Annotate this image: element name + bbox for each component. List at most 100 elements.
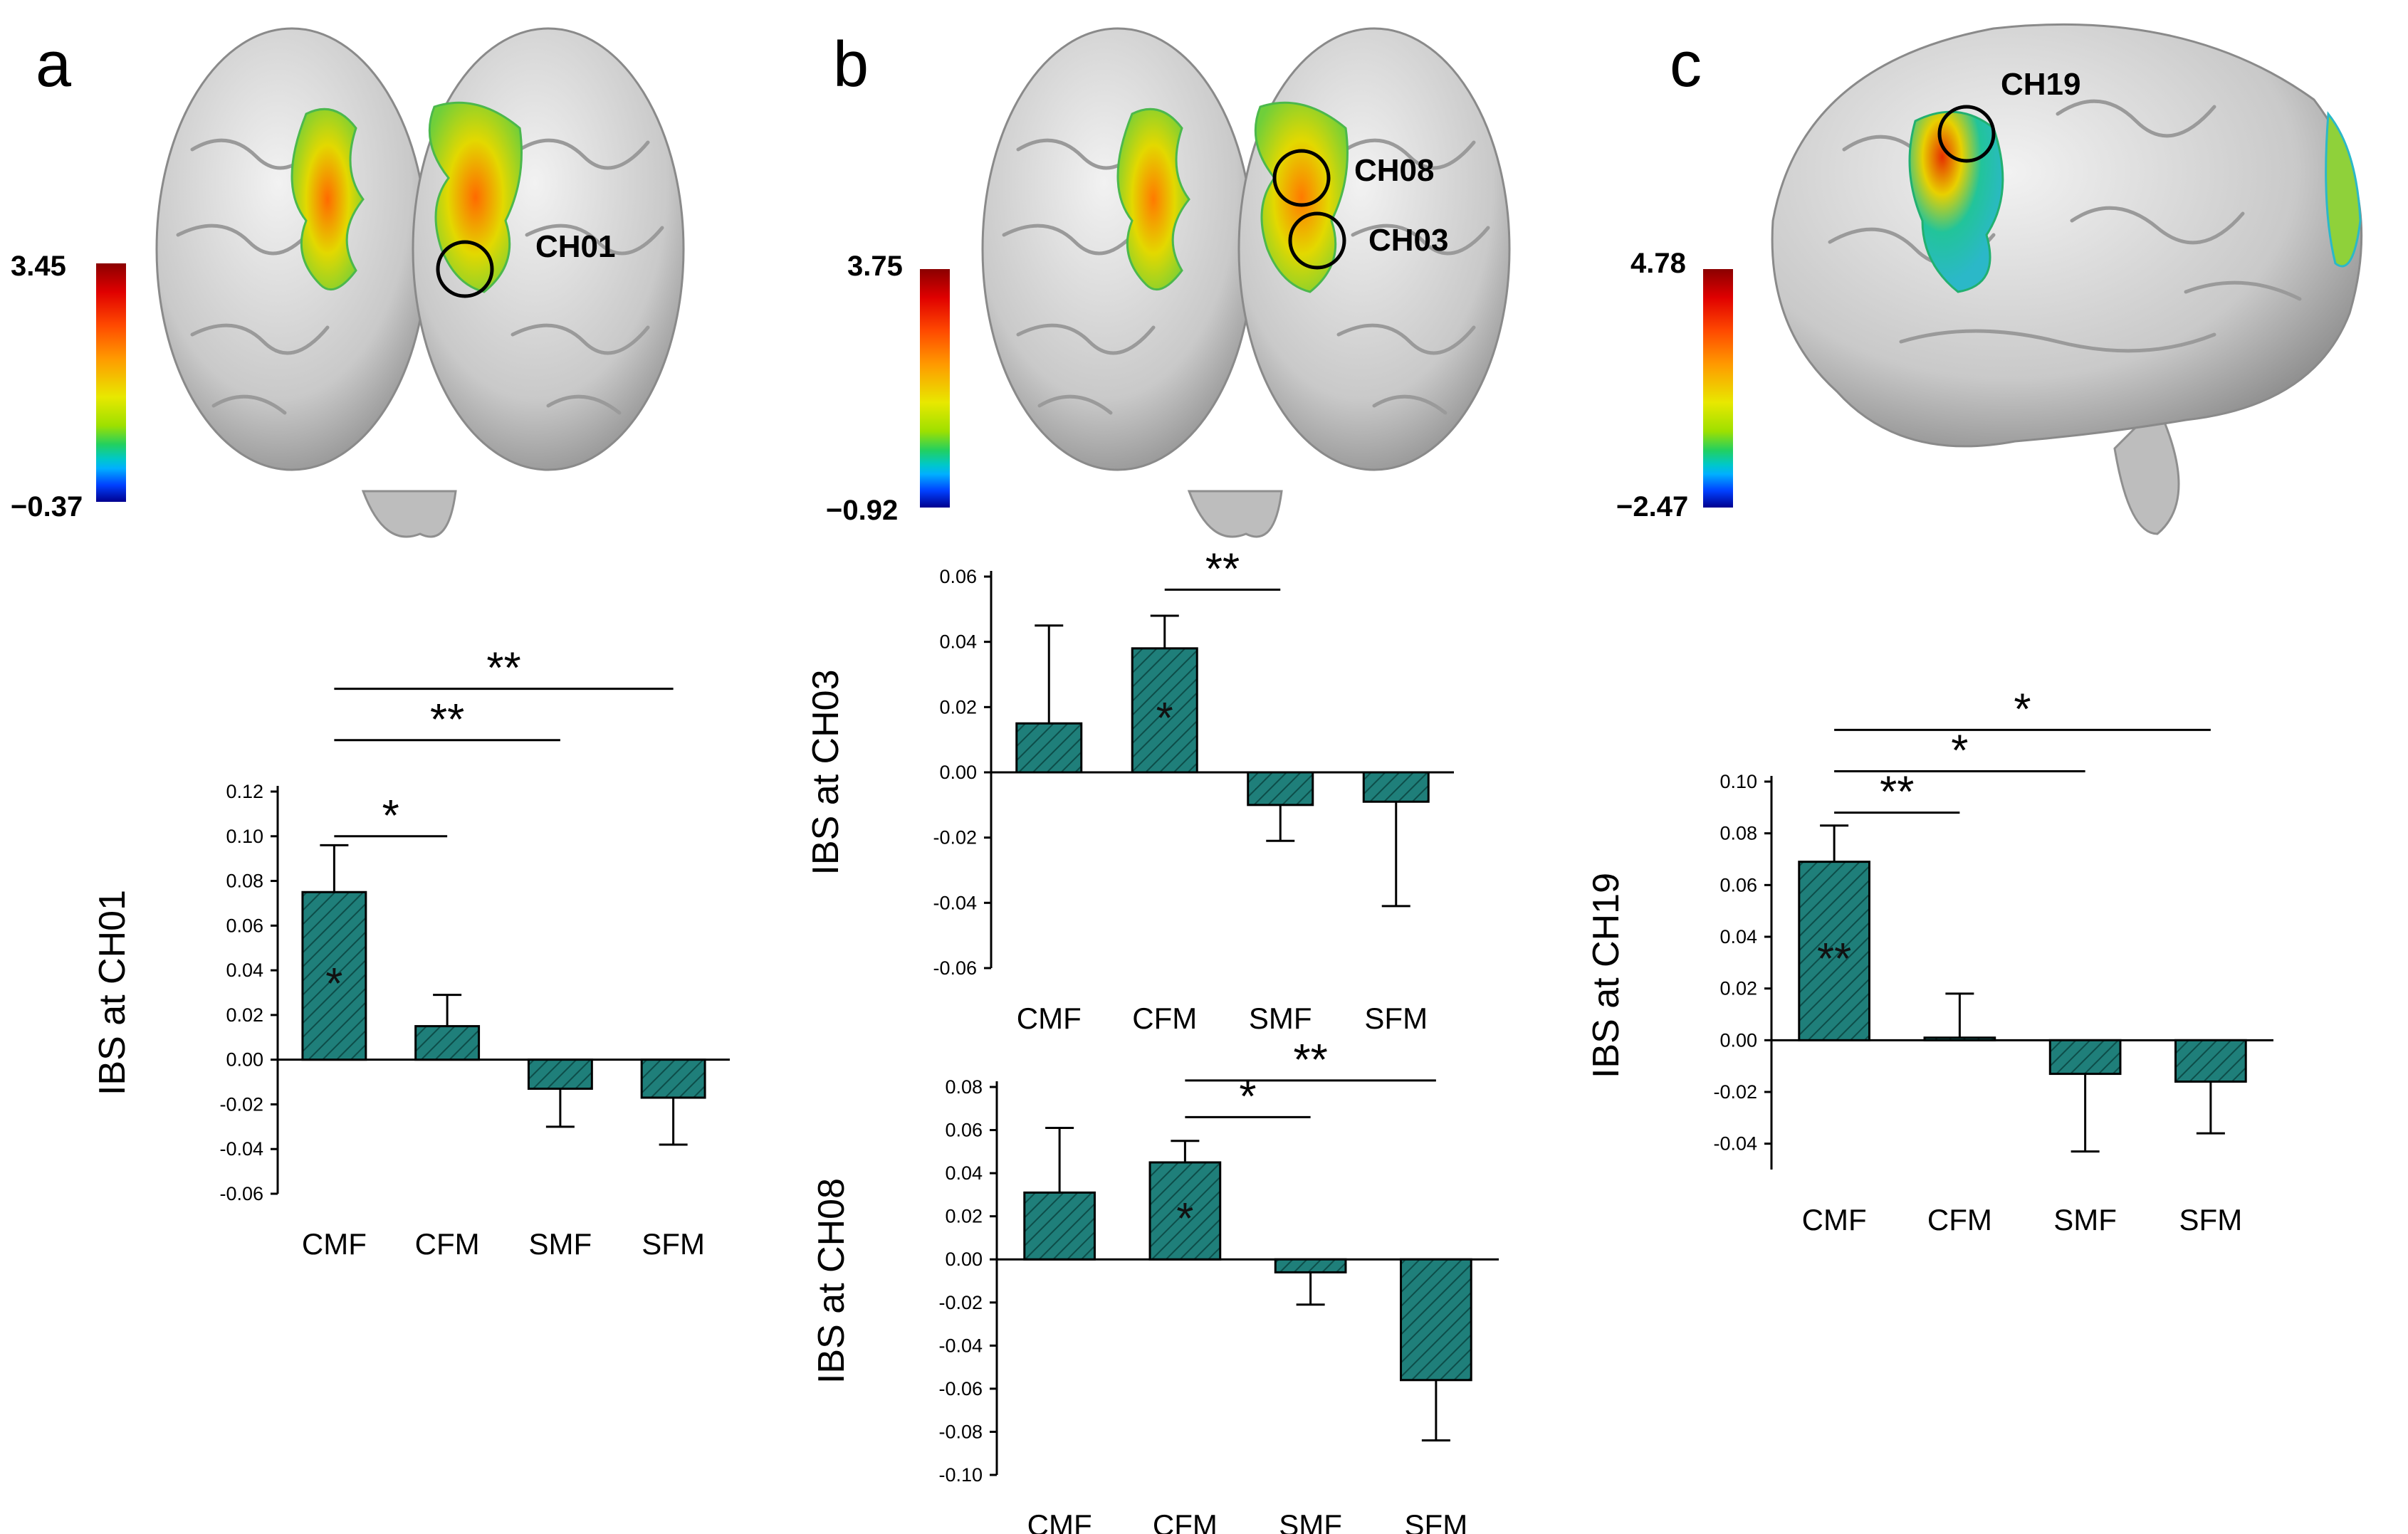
ch01-ytick-label: 0.04: [226, 960, 263, 981]
ch01-bar-CMF: [301, 891, 367, 1061]
ch08-bracket-label-1: **: [1293, 1036, 1327, 1085]
ch08-ytick-label: -0.04: [938, 1335, 983, 1356]
ch19-ytick-label: 0.10: [1719, 771, 1757, 792]
brain-frontal-view-a: [155, 27, 685, 538]
ch01-bracket-label-2: **: [486, 644, 520, 693]
ch03-bracket-label-0: **: [1205, 545, 1240, 594]
ch03-bar-CMF: [1015, 722, 1083, 774]
ch19-ytick-label: 0.02: [1719, 978, 1757, 999]
ch19-ytick-label: 0.04: [1719, 926, 1757, 947]
panel-letter-a: a: [36, 29, 72, 100]
panel-letter-b: b: [833, 29, 869, 100]
ch01-ytick-label: -0.02: [219, 1093, 263, 1115]
ch01-bar-CFM: [414, 1025, 481, 1061]
ch08-category-label: CMF: [1027, 1508, 1092, 1534]
ch19-ytick-label: 0.08: [1719, 823, 1757, 844]
ch19-category-label: SFM: [2179, 1203, 2243, 1236]
ch03-ytick-label: -0.06: [933, 957, 977, 979]
ch08-ytick-label: 0.04: [945, 1162, 983, 1184]
ch08-ylabel: IBS at CH08: [811, 1178, 852, 1384]
ch19-ytick-label: -0.02: [1713, 1081, 1757, 1103]
ch08-bar-SMF: [1274, 1258, 1347, 1273]
ch01-category-label: SFM: [642, 1227, 705, 1261]
ch08-category-label: CFM: [1153, 1508, 1218, 1534]
channel-label-ch01: CH01: [535, 229, 616, 264]
ch03-ytick-label: 0.06: [939, 566, 977, 587]
ch19-ytick-label: 0.00: [1719, 1029, 1757, 1051]
ch03-bar-CFM: [1131, 647, 1198, 774]
ch01-ytick-label: 0.12: [226, 781, 263, 802]
ch08-ytick-label: 0.06: [945, 1120, 983, 1141]
ch01-ylabel: IBS at CH01: [92, 890, 133, 1096]
ch08-category-label: SMF: [1279, 1508, 1342, 1534]
colorbar-a: [96, 263, 126, 502]
ch08-category-label: SFM: [1405, 1508, 1468, 1534]
ch03-category-label: SFM: [1364, 1002, 1428, 1035]
channel-label-ch03: CH03: [1368, 223, 1449, 258]
ch19-bar-CMF: [1798, 861, 1870, 1041]
ch08-ytick-label: 0.02: [945, 1206, 983, 1227]
ch03-ylabel: IBS at CH03: [805, 669, 847, 875]
ch03-category-label: CMF: [1017, 1002, 1082, 1035]
ch01-bar-significance: *: [325, 960, 342, 1009]
ch03-bar-SMF: [1247, 771, 1314, 807]
ch03-ytick-label: 0.02: [939, 696, 977, 718]
ch08-ytick-label: -0.06: [938, 1378, 983, 1399]
ch08-bar-SFM: [1400, 1258, 1472, 1382]
ch08-bar-CFM: [1148, 1161, 1222, 1261]
ch01-ytick-label: 0.06: [226, 915, 263, 936]
ch08-bar-significance: *: [1176, 1194, 1193, 1244]
colorbar-a-min: −0.37: [11, 491, 83, 522]
ch01-ytick-label: 0.02: [226, 1004, 263, 1026]
ch01-bracket-label-1: **: [430, 695, 464, 745]
ch01-ytick-label: 0.10: [226, 826, 263, 847]
ch08-ytick-label: 0.08: [945, 1076, 983, 1098]
ch19-ylabel: IBS at CH19: [1586, 873, 1627, 1078]
colorbar-c-max: 4.78: [1630, 248, 1686, 279]
ch03-ytick-label: -0.02: [933, 827, 977, 849]
ch08-ytick-label: -0.02: [938, 1292, 983, 1313]
channel-label-ch19: CH19: [2001, 67, 2081, 102]
ch01-bracket-label-0: *: [382, 792, 399, 841]
colorbar-c: [1703, 269, 1733, 508]
colorbar-a-max: 3.45: [11, 251, 66, 282]
ch19-bar-SMF: [2048, 1039, 2122, 1076]
ch19-bar-significance: **: [1817, 935, 1851, 984]
ch01-ytick-label: -0.04: [219, 1138, 263, 1160]
ch03-bar-SFM: [1362, 771, 1430, 803]
ch03-category-label: CFM: [1132, 1002, 1197, 1035]
ch01-category-label: SMF: [529, 1227, 592, 1261]
ch01-ytick-label: 0.00: [226, 1049, 263, 1071]
ch01-category-label: CMF: [302, 1227, 367, 1261]
ch01-bar-SFM: [640, 1058, 706, 1099]
ch19-ytick-label: 0.06: [1719, 874, 1757, 895]
ch19-bar-CFM: [1923, 1036, 1996, 1041]
ch03-category-label: SMF: [1249, 1002, 1312, 1035]
ch19-bracket-label-1: *: [1951, 726, 1968, 775]
ch08-ytick-label: 0.00: [945, 1249, 983, 1270]
panel-letter-c: c: [1670, 29, 1702, 100]
ch19-bracket-label-2: *: [2014, 685, 2031, 734]
ch19-category-label: SMF: [2053, 1203, 2117, 1236]
ch03-ytick-label: 0.04: [939, 631, 977, 653]
channel-label-ch08: CH08: [1354, 153, 1435, 188]
ch08-ytick-label: -0.10: [938, 1464, 983, 1486]
ch03-bar-significance: *: [1156, 694, 1173, 743]
ch01-ytick-label: -0.06: [219, 1183, 263, 1204]
ch03-ytick-label: -0.04: [933, 892, 977, 913]
colorbar-b: [920, 269, 950, 508]
ch01-bar-SMF: [527, 1058, 593, 1090]
colorbar-b-max: 3.75: [847, 251, 903, 282]
ch03-ytick-label: 0.00: [939, 762, 977, 783]
ch01-ytick-label: 0.08: [226, 871, 263, 892]
brain-lateral-view-c: [1771, 23, 2363, 535]
ch19-bar-SFM: [2174, 1039, 2247, 1083]
ch19-ytick-label: -0.04: [1713, 1133, 1757, 1155]
ch19-category-label: CFM: [1927, 1203, 1992, 1236]
ch08-ytick-label: -0.08: [938, 1421, 983, 1442]
ch08-bar-CMF: [1023, 1191, 1096, 1261]
